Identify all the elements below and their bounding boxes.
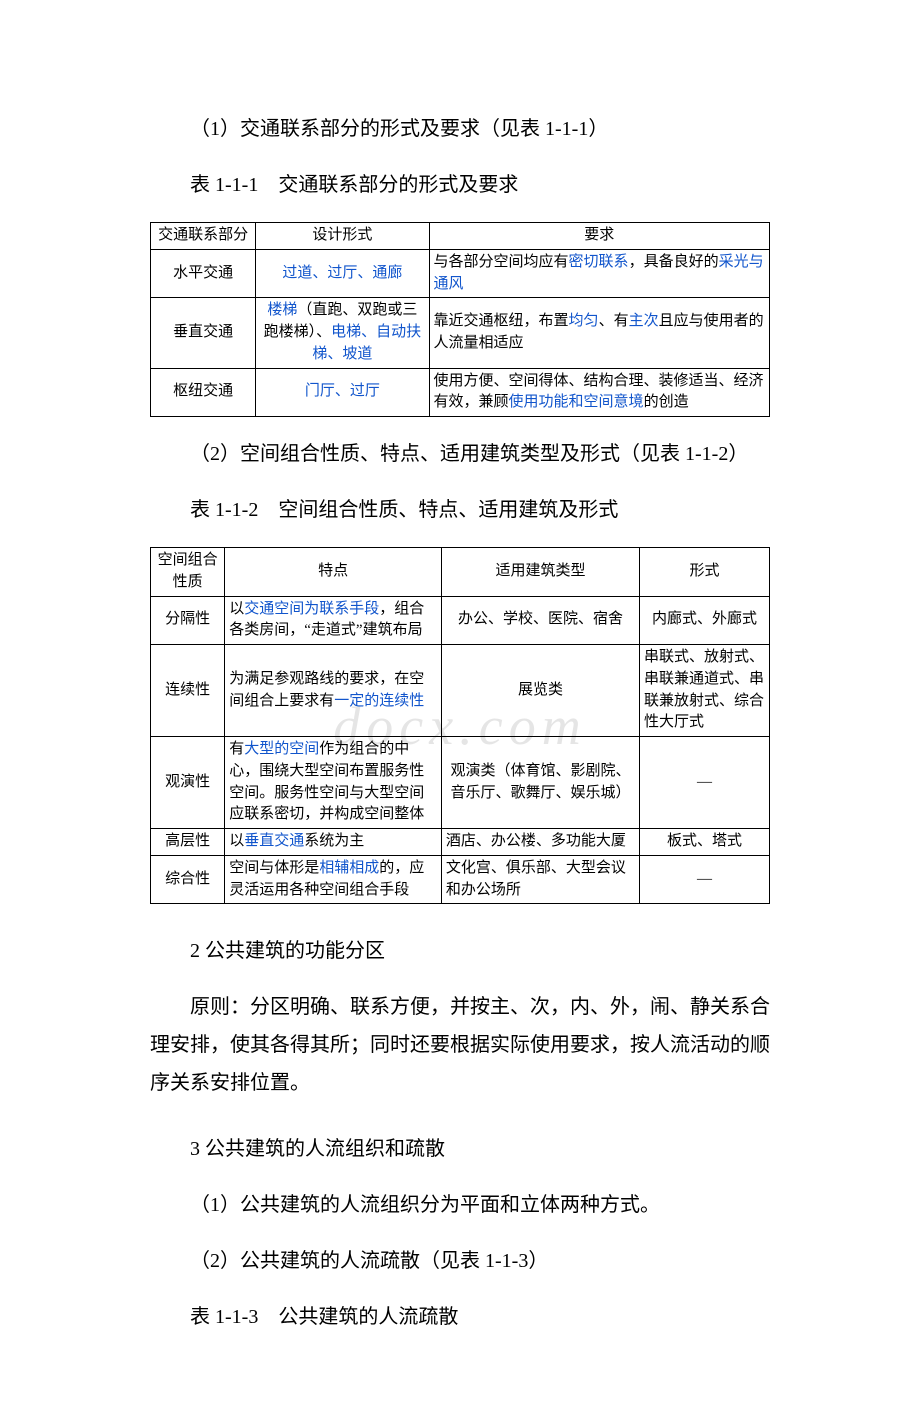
td: 观演类（体育馆、影剧院、音乐厅、歌舞厅、娱乐城） [441,737,639,829]
text-run: 观演类（体育馆、影剧院、音乐厅、歌舞厅、娱乐城） [450,763,630,801]
highlight-text: 楼梯 [267,302,297,318]
th: 要求 [429,223,769,250]
table-row: 观演性有大型的空间作为组合的中心，围绕大型空间布置服务性空间。服务性空间与大型空… [151,737,770,829]
text-run: 文化宫、俱乐部、大型会议和办公场所 [446,860,626,898]
td: 有大型的空间作为组合的中心，围绕大型空间布置服务性空间。服务性空间与大型空间应联… [225,737,442,829]
td: 内廊式、外廊式 [639,596,769,645]
td: 楼梯（直跑、双跑或三跑楼梯）、电梯、自动扶梯、坡道 [256,298,429,368]
td: 观演性 [151,737,225,829]
td: 酒店、办公楼、多功能大厦 [441,829,639,856]
td: 垂直交通 [151,298,256,368]
highlight-text: 交通空间为联系手段 [244,601,379,617]
table-row: 综合性空间与体形是相辅相成的，应灵活运用各种空间组合手段文化宫、俱乐部、大型会议… [151,855,770,904]
para-1-2: （2）空间组合性质、特点、适用建筑类型及形式（见表 1-1-2） [150,435,770,473]
highlight-text: 均匀 [569,313,599,329]
td: 办公、学校、医院、宿舍 [441,596,639,645]
table-1-1-1-caption: 表 1-1-1 交通联系部分的形式及要求 [150,166,770,204]
table-row: 垂直交通楼梯（直跑、双跑或三跑楼梯）、电梯、自动扶梯、坡道靠近交通枢纽，布置均匀… [151,298,770,368]
table-row: 连续性为满足参观路线的要求，在空间组合上要求有一定的连续性 展览类 串联式、放射式、… [151,645,770,737]
td: 连续性 [151,645,225,737]
td: 水平交通 [151,249,256,298]
td: 为满足参观路线的要求，在空间组合上要求有一定的连续性 [225,645,442,737]
highlight-text: 密切联系 [569,254,629,270]
td: 分隔性 [151,596,225,645]
heading-3: 3 公共建筑的人流组织和疏散 [150,1130,770,1168]
table-1-1-2-caption: 表 1-1-2 空间组合性质、特点、适用建筑及形式 [150,491,770,529]
highlight-text: 大型的空间 [244,741,319,757]
highlight-text: 使用功能和空间意境 [509,394,644,410]
th: 交通联系部分 [151,223,256,250]
th: 形式 [639,548,769,597]
th: 适用建筑类型 [441,548,639,597]
text-run: 板式、塔式 [667,833,742,849]
td: — [639,737,769,829]
table-1-1-2: 空间组合性质 特点 适用建筑类型 形式 分隔性以交通空间为联系手段，组合各类房间… [150,547,770,904]
td: 综合性 [151,855,225,904]
table-row: 高层性以垂直交通系统为主酒店、办公楼、多功能大厦板式、塔式 [151,829,770,856]
text-run: 展览类 [518,682,563,698]
td: 枢纽交通 [151,368,256,417]
para-3-2: （2）公共建筑的人流疏散（见表 1-1-3） [150,1242,770,1280]
td: 文化宫、俱乐部、大型会议和办公场所 [441,855,639,904]
text-run: 靠近交通枢纽，布置 [434,313,569,329]
highlight-text: 相辅相成 [319,860,379,876]
text-run: 空间与体形是 [229,860,319,876]
td: 高层性 [151,829,225,856]
td: 串联式、放射式、串联兼通道式、串联兼放射式、综合性大厅式 [639,645,769,737]
heading-2: 2 公共建筑的功能分区 [150,932,770,970]
text-run: — [697,774,712,790]
text-run: 以 [229,601,244,617]
td: 与各部分空间均应有密切联系，具备良好的采光与通风 [429,249,769,298]
td: 靠近交通枢纽，布置均匀、有主次且应与使用者的人流量相适应 [429,298,769,368]
table-row: 水平交通 过道、过厅、通廊 与各部分空间均应有密切联系，具备良好的采光与通风 [151,249,770,298]
th: 空间组合性质 [151,548,225,597]
th: 设计形式 [256,223,429,250]
td: 门厅、过厅 [256,368,429,417]
para-2-body: 原则：分区明确、联系方便，并按主、次，内、外，闹、静关系合理安排，使其各得其所；… [150,988,770,1102]
text-run: 酒店、办公楼、多功能大厦 [446,833,626,849]
text-run: 串联式、放射式、串联兼通道式、串联兼放射式、综合性大厅式 [644,649,764,730]
text-run: 以 [229,833,244,849]
td: 板式、塔式 [639,829,769,856]
td: 使用方便、空间得体、结构合理、装修适当、经济有效，兼顾使用功能和空间意境的创造 [429,368,769,417]
td: 展览类 [441,645,639,737]
table-header-row: 空间组合性质 特点 适用建筑类型 形式 [151,548,770,597]
highlight-text: 一定的连续性 [334,693,424,709]
text-run: 系统为主 [304,833,364,849]
td: 过道、过厅、通廊 [256,249,429,298]
text-run: 的创造 [644,394,689,410]
para-1-1: （1）交通联系部分的形式及要求（见表 1-1-1） [150,110,770,148]
table-row: 枢纽交通 门厅、过厅 使用方便、空间得体、结构合理、装修适当、经济有效，兼顾使用功能… [151,368,770,417]
table-header-row: 交通联系部分 设计形式 要求 [151,223,770,250]
text-run: 内廊式、外廊式 [652,611,757,627]
text-run: 与各部分空间均应有 [434,254,569,270]
highlight-text: 过道、过厅、通廊 [282,265,402,281]
table-row: 分隔性以交通空间为联系手段，组合各类房间，“走道式”建筑布局办公、学校、医院、宿… [151,596,770,645]
highlight-text: 门厅、过厅 [305,383,380,399]
td: 以交通空间为联系手段，组合各类房间，“走道式”建筑布局 [225,596,442,645]
text-run: ，具备良好的 [629,254,719,270]
text-run: — [697,871,712,887]
td: 以垂直交通系统为主 [225,829,442,856]
table-1-1-1: 交通联系部分 设计形式 要求 水平交通 过道、过厅、通廊 与各部分空间均应有密切联系… [150,222,770,417]
td: — [639,855,769,904]
text-run: 、有 [599,313,629,329]
para-3-1: （1）公共建筑的人流组织分为平面和立体两种方式。 [150,1186,770,1224]
td: 空间与体形是相辅相成的，应灵活运用各种空间组合手段 [225,855,442,904]
highlight-text: 垂直交通 [244,833,304,849]
highlight-text: 主次 [629,313,659,329]
text-run: 有 [229,741,244,757]
text-run: 办公、学校、医院、宿舍 [458,611,623,627]
table-1-1-3-caption: 表 1-1-3 公共建筑的人流疏散 [150,1298,770,1336]
th: 特点 [225,548,442,597]
